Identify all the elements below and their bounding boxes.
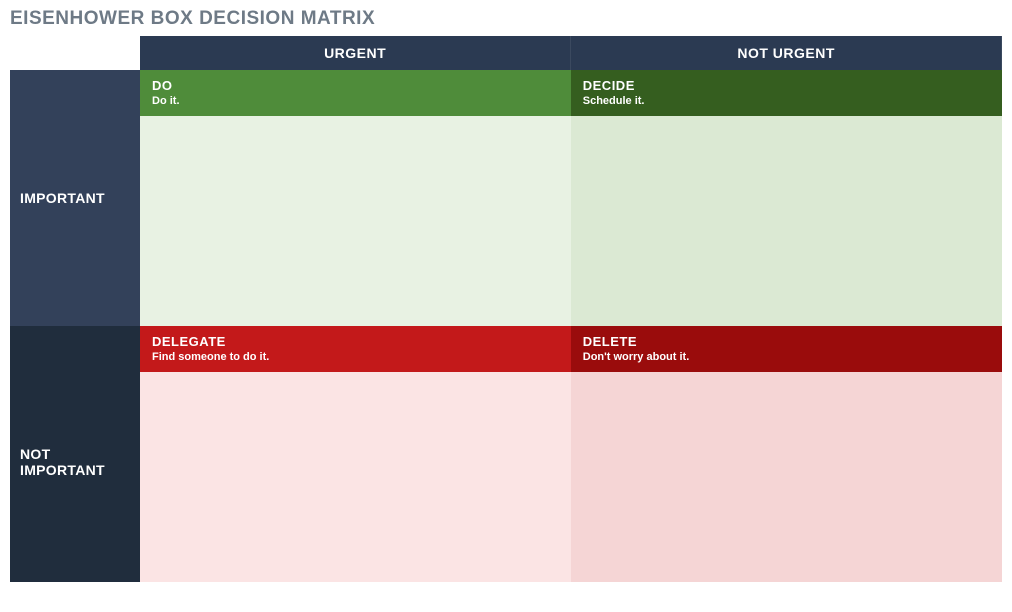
quad-decide-action: DECIDE: [583, 78, 990, 93]
quad-decide-sub: Schedule it.: [583, 95, 990, 107]
quad-delete-body[interactable]: [571, 372, 1002, 582]
row-header-important-label: IMPORTANT: [20, 190, 105, 206]
quad-decide-body[interactable]: [571, 116, 1002, 326]
header-row: URGENT NOT URGENT: [10, 36, 1002, 70]
row-not-important-body: [10, 372, 1002, 582]
quad-delete-head: DELETE Don't worry about it.: [571, 326, 1002, 372]
quad-do-sub: Do it.: [152, 95, 559, 107]
eisenhower-table: URGENT NOT URGENT IMPORTANT DO Do it. DE…: [10, 36, 1002, 582]
quad-do-action: DO: [152, 78, 559, 93]
quad-delete-sub: Don't worry about it.: [583, 351, 990, 363]
quad-do-head: DO Do it.: [140, 70, 571, 116]
matrix-container: EISENHOWER BOX DECISION MATRIX URGENT NO…: [0, 0, 1012, 582]
quad-decide-head: DECIDE Schedule it.: [571, 70, 1002, 116]
row-important-head: IMPORTANT DO Do it. DECIDE Schedule it.: [10, 70, 1002, 116]
quad-delegate-body[interactable]: [140, 372, 571, 582]
row-important-body: [10, 116, 1002, 326]
row-not-important-head: NOT IMPORTANT DELEGATE Find someone to d…: [10, 326, 1002, 372]
corner-cell: [10, 36, 140, 70]
row-header-not-important-label: NOT IMPORTANT: [20, 446, 105, 478]
row-header-important: IMPORTANT: [10, 70, 140, 326]
page-title: EISENHOWER BOX DECISION MATRIX: [10, 8, 1002, 30]
quad-do-body[interactable]: [140, 116, 571, 326]
quad-delete-action: DELETE: [583, 334, 990, 349]
quad-delegate-sub: Find someone to do it.: [152, 351, 559, 363]
quad-delegate-head: DELEGATE Find someone to do it.: [140, 326, 571, 372]
col-header-urgent: URGENT: [140, 36, 571, 70]
col-header-not-urgent: NOT URGENT: [571, 36, 1002, 70]
quad-delegate-action: DELEGATE: [152, 334, 559, 349]
row-header-not-important: NOT IMPORTANT: [10, 326, 140, 582]
